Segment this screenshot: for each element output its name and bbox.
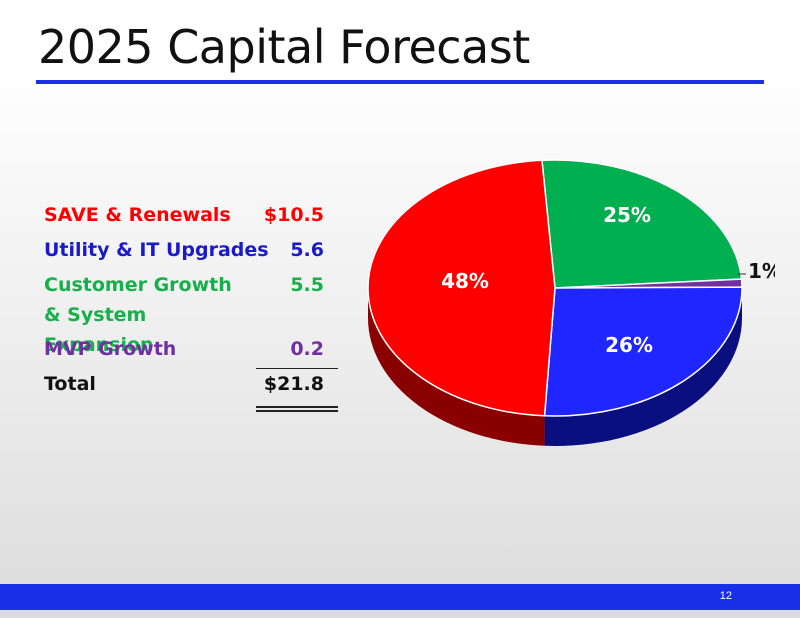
pie-slice xyxy=(367,159,556,417)
forecast-table: SAVE & Renewals $10.5 Utility & IT Upgra… xyxy=(44,200,344,412)
table-row: SAVE & Renewals $10.5 xyxy=(44,200,344,235)
footer-bar: 12 xyxy=(0,584,800,610)
row-value: 0.2 xyxy=(290,338,324,360)
total-divider xyxy=(256,368,338,369)
pie-data-label: 1% xyxy=(748,259,775,283)
pie-data-label: 26% xyxy=(605,333,653,357)
page-title: 2025 Capital Forecast xyxy=(38,20,530,74)
row-label: Utility & IT Upgrades xyxy=(44,239,269,261)
pie-slice-side xyxy=(368,288,545,446)
table-row: MVP Growth 0.2 xyxy=(44,334,344,369)
pie-data-label: 25% xyxy=(603,203,651,227)
row-label: SAVE & Renewals xyxy=(44,204,231,226)
total-double-underline xyxy=(256,410,338,412)
title-underline xyxy=(36,80,764,84)
pie-slice xyxy=(543,286,743,417)
page-number: 12 xyxy=(719,590,732,602)
row-label: MVP Growth xyxy=(44,338,177,360)
pie-slice xyxy=(541,159,743,289)
row-value: $10.5 xyxy=(263,204,324,226)
row-value: 5.5 xyxy=(290,274,324,296)
row-value: 5.6 xyxy=(290,239,324,261)
total-double-underline xyxy=(256,406,338,408)
table-row: Customer Growth & System Expansion 5.5 xyxy=(44,270,344,356)
row-label: Customer Growth & System Expansion xyxy=(44,274,232,356)
pie-chart: 48% 25% 1% 26% xyxy=(367,159,775,446)
total-row: Total $21.8 xyxy=(44,369,344,404)
total-value: $21.8 xyxy=(263,373,324,395)
table-row: Utility & IT Upgrades 5.6 xyxy=(44,235,344,270)
total-label: Total xyxy=(44,373,96,395)
pie-data-label: 48% xyxy=(441,269,489,293)
